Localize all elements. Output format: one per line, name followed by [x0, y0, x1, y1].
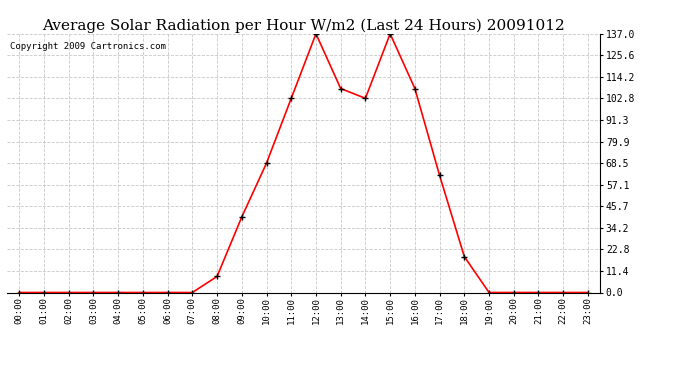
Text: Copyright 2009 Cartronics.com: Copyright 2009 Cartronics.com — [10, 42, 166, 51]
Title: Average Solar Radiation per Hour W/m2 (Last 24 Hours) 20091012: Average Solar Radiation per Hour W/m2 (L… — [42, 18, 565, 33]
